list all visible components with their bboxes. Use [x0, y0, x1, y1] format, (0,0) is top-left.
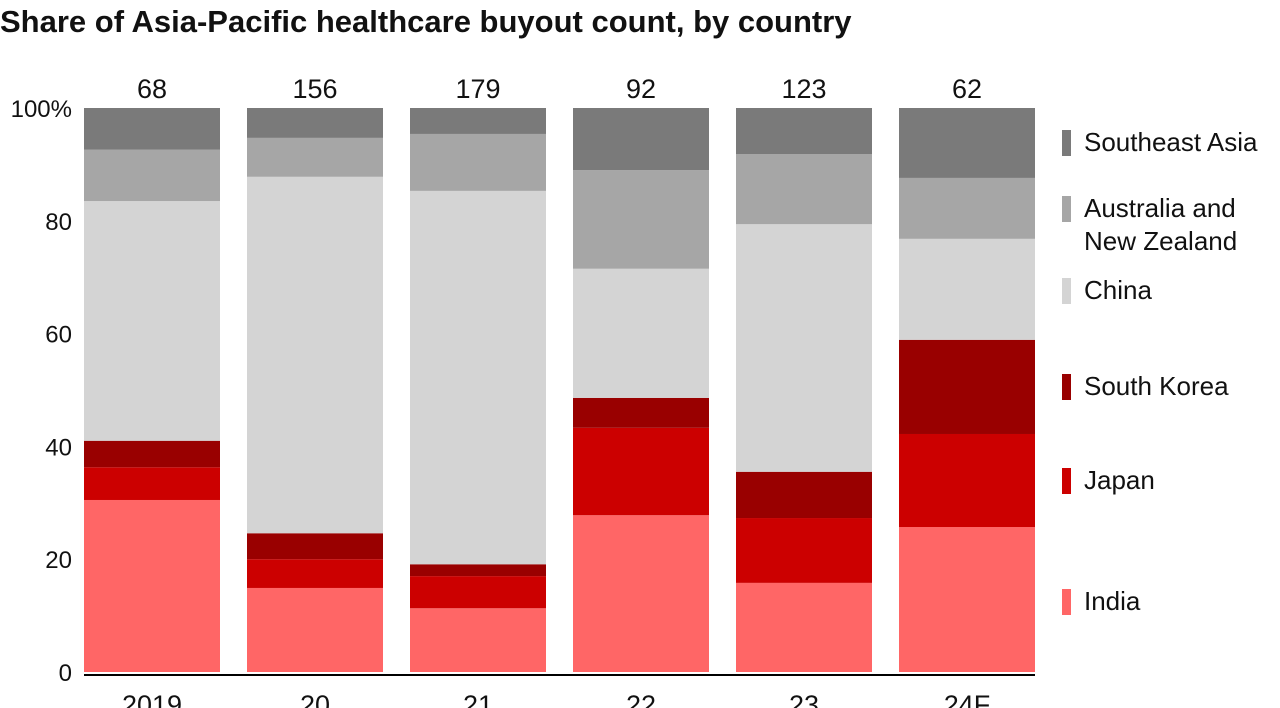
bar-total-label: 123 — [781, 74, 826, 104]
x-tick-label: 22 — [626, 690, 656, 708]
bar-segment — [573, 515, 709, 672]
x-tick-label: 2019 — [122, 690, 182, 708]
bar-segment — [247, 137, 383, 177]
bar-segment — [247, 533, 383, 560]
bar-segment — [410, 576, 546, 609]
bar-segment — [84, 467, 220, 500]
bar-segment — [573, 397, 709, 428]
bar-total-label: 68 — [137, 74, 167, 104]
bar-segment — [84, 108, 220, 150]
legend-swatch — [1062, 196, 1071, 222]
legend-label: Australia and New Zealand — [1084, 193, 1238, 256]
x-tick-label: 23 — [789, 690, 819, 708]
bar-segment — [410, 608, 546, 672]
legend-label: Southeast Asia — [1084, 127, 1258, 157]
legend-label: China — [1084, 275, 1152, 305]
bar-segment — [899, 108, 1035, 178]
bar-segment — [247, 176, 383, 534]
bar-segment — [736, 108, 872, 155]
bar-total-label: 62 — [952, 74, 982, 104]
bar-segment — [573, 170, 709, 269]
bar-segment — [899, 339, 1035, 434]
bar-segment — [736, 224, 872, 472]
bar-segment — [899, 238, 1035, 340]
legend-swatch — [1062, 589, 1071, 615]
bar-segment — [84, 440, 220, 468]
bar-segment — [899, 433, 1035, 528]
y-tick-label: 60 — [45, 322, 72, 349]
bar-segment — [736, 518, 872, 583]
legend-swatch — [1062, 468, 1071, 494]
y-tick-label: 80 — [45, 209, 72, 236]
y-tick-label: 100% — [11, 96, 72, 123]
y-tick-label: 40 — [45, 434, 72, 461]
bar-segment — [736, 154, 872, 225]
bar-segment — [247, 108, 383, 138]
x-tick-label: 20 — [300, 690, 330, 708]
bar-segment — [573, 268, 709, 398]
legend-swatch — [1062, 278, 1071, 304]
legend-swatch — [1062, 130, 1071, 156]
bar-segment — [84, 499, 220, 672]
legend-label: South Korea — [1084, 371, 1229, 401]
bar-segment — [247, 559, 383, 588]
bar-segment — [247, 587, 383, 672]
bar-total-label: 156 — [292, 74, 337, 104]
legend-label: Japan — [1084, 465, 1155, 495]
legend-swatch — [1062, 374, 1071, 400]
legend-label: India — [1084, 586, 1141, 616]
bar-segment — [410, 108, 546, 134]
bar-segment — [899, 527, 1035, 672]
bar-segment — [736, 471, 872, 519]
x-tick-label: 21 — [463, 690, 493, 708]
bar-total-label: 179 — [455, 74, 500, 104]
bar-segment — [573, 427, 709, 516]
bar-segment — [84, 149, 220, 202]
bar-segment — [84, 201, 220, 441]
bar-segment — [410, 564, 546, 577]
bar-segment — [410, 133, 546, 191]
bar-total-label: 92 — [626, 74, 656, 104]
y-tick-label: 20 — [45, 547, 72, 574]
bar-segment — [410, 190, 546, 565]
x-tick-label: 24F — [944, 690, 991, 708]
chart-title: Share of Asia-Pacific healthcare buyout … — [0, 4, 852, 39]
y-tick-label: 0 — [59, 660, 72, 687]
bar-segment — [736, 582, 872, 672]
bar-segment — [573, 108, 709, 171]
bar-segment — [899, 177, 1035, 239]
